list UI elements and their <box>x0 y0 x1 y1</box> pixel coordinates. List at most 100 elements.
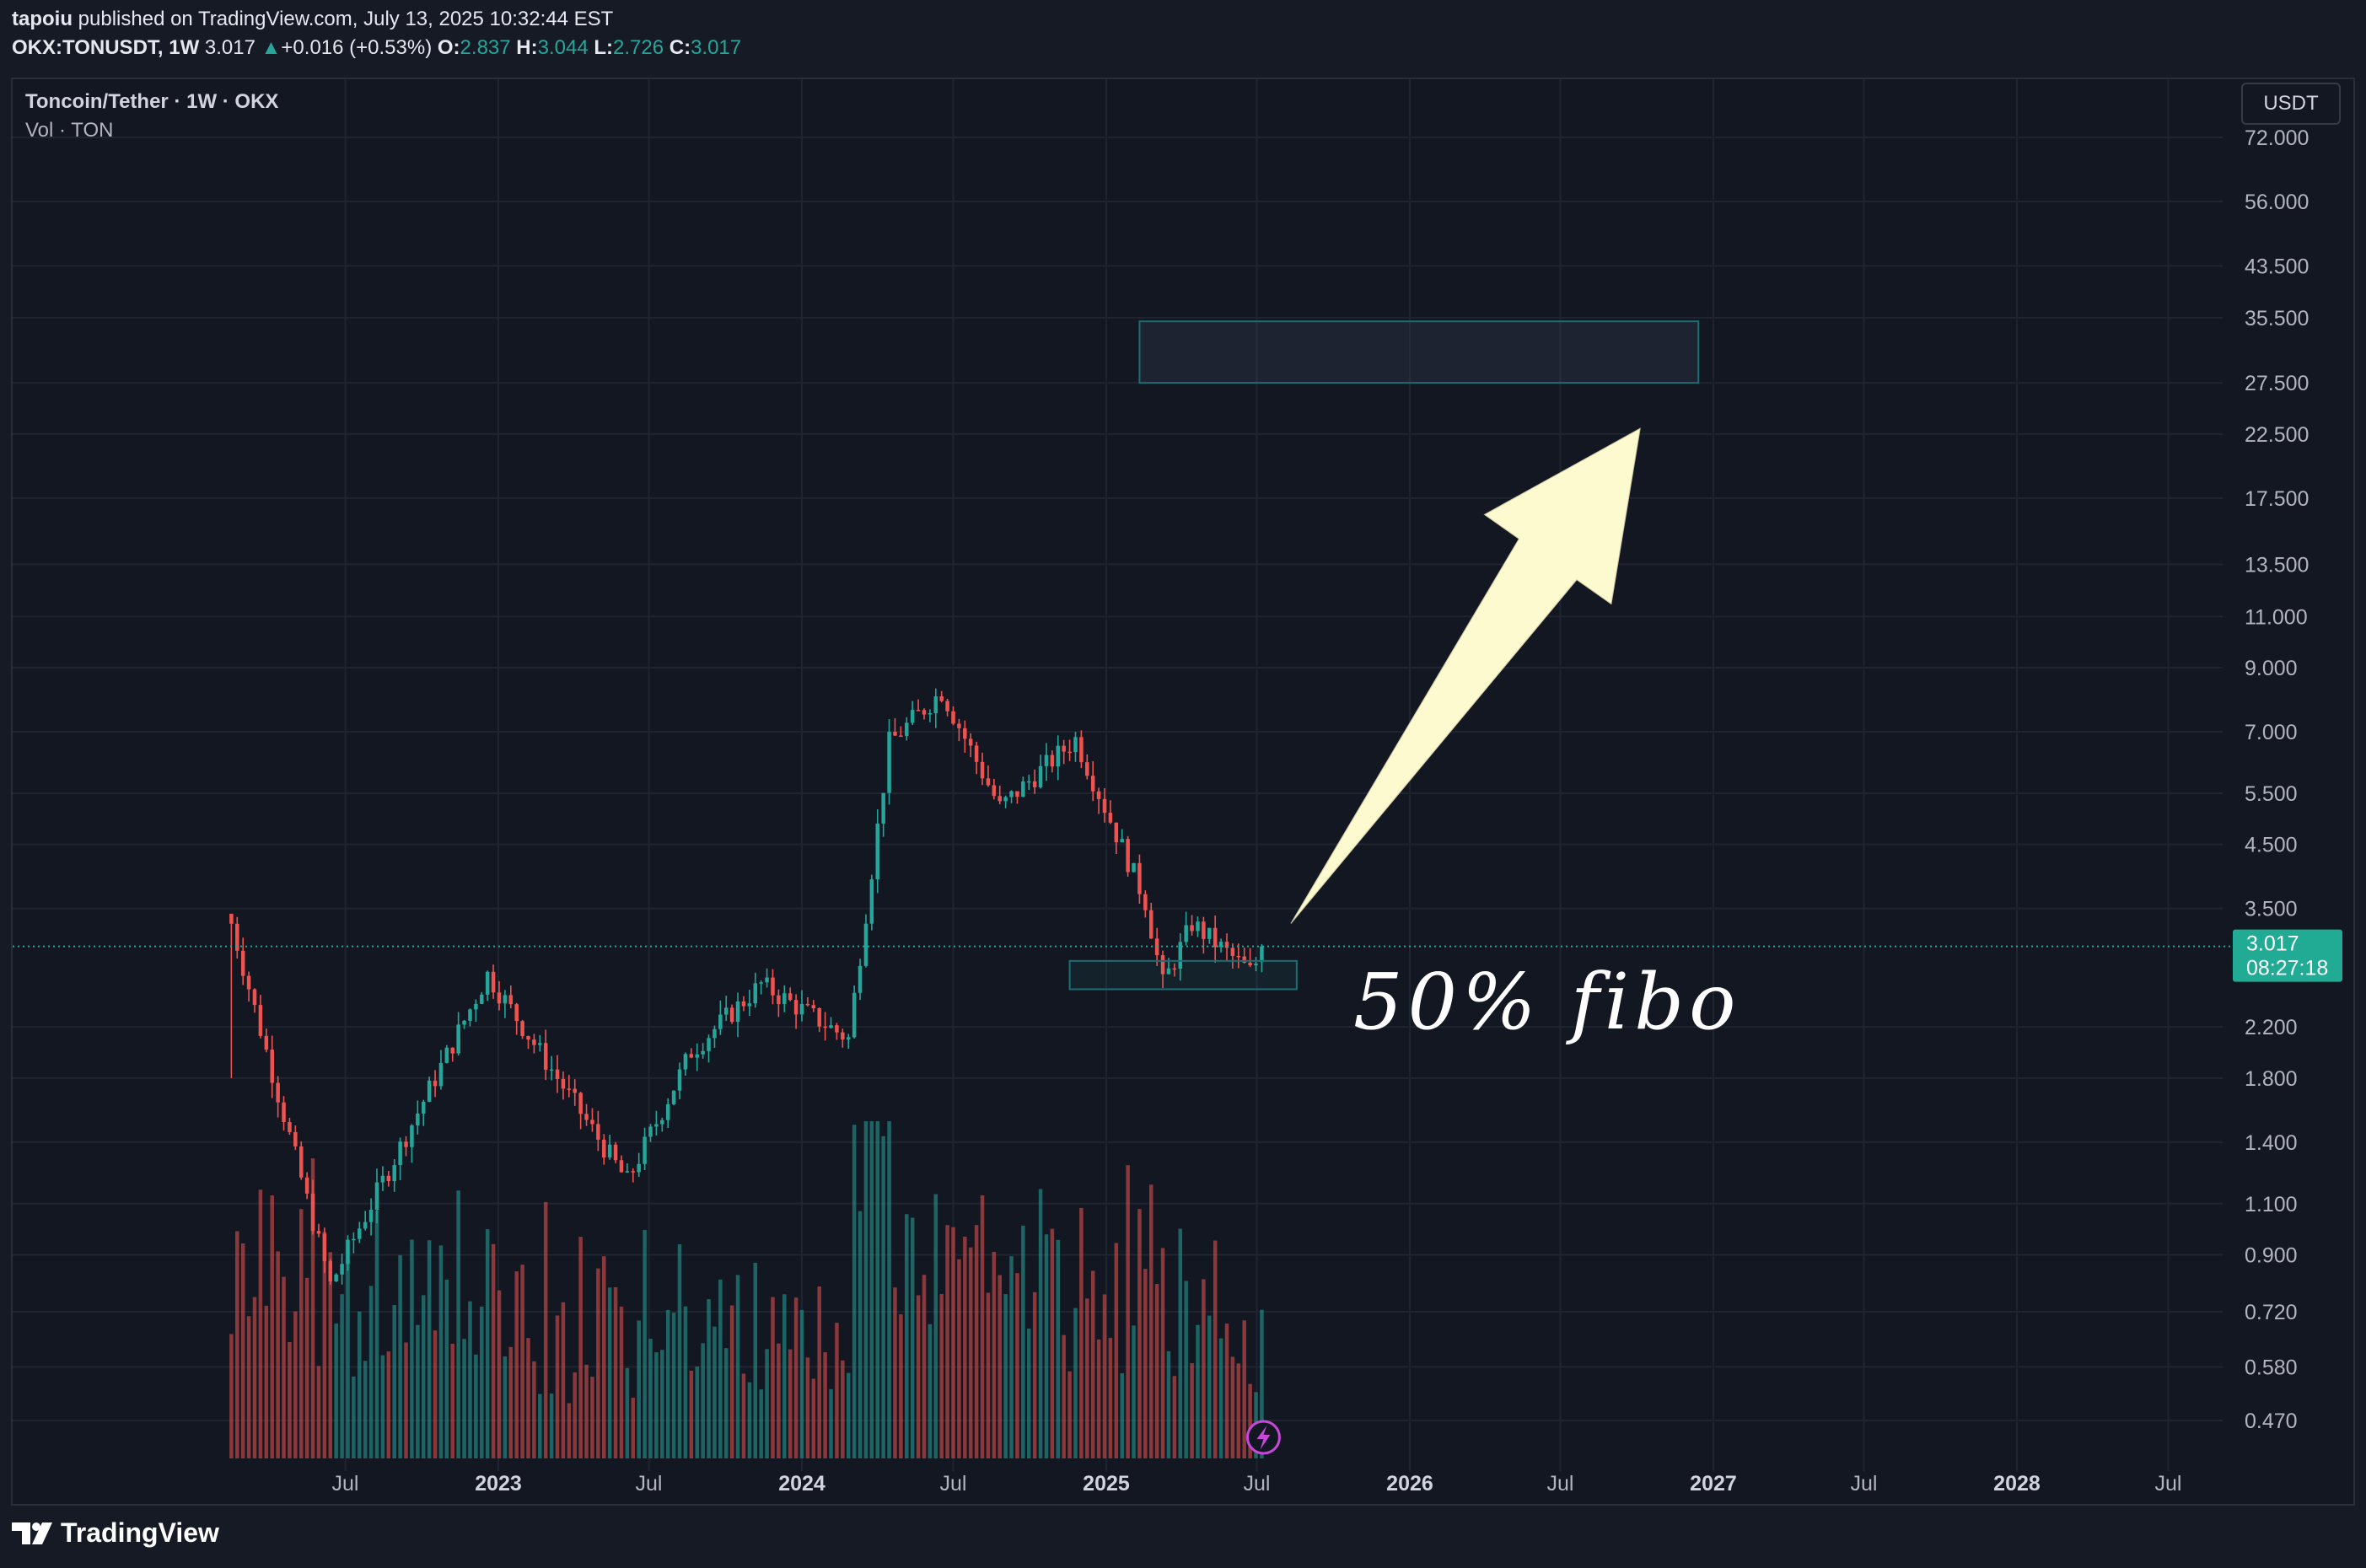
candle-body[interactable] <box>841 1032 845 1040</box>
candle-body[interactable] <box>508 995 514 1005</box>
candle-body[interactable] <box>1085 762 1089 776</box>
candle-body[interactable] <box>928 713 933 715</box>
candle-body[interactable] <box>340 1264 344 1275</box>
candle-body[interactable] <box>747 1003 752 1007</box>
candle-body[interactable] <box>997 796 1002 802</box>
candle-body[interactable] <box>462 1020 466 1025</box>
candle-body[interactable] <box>835 1025 839 1033</box>
tradingview-logo[interactable]: TradingView <box>10 1517 219 1549</box>
candle-body[interactable] <box>240 950 245 976</box>
candle-body[interactable] <box>1126 839 1130 873</box>
candle-body[interactable] <box>683 1054 688 1070</box>
candle-body[interactable] <box>252 989 257 1006</box>
candle-body[interactable] <box>468 1009 472 1021</box>
candle-body[interactable] <box>869 879 874 924</box>
candle-body[interactable] <box>777 995 781 1004</box>
candle-body[interactable] <box>288 1121 292 1132</box>
candle-body[interactable] <box>701 1050 705 1055</box>
candle-body[interactable] <box>1038 765 1043 787</box>
candle-body[interactable] <box>567 1088 572 1090</box>
candle-body[interactable] <box>602 1139 606 1158</box>
candle-body[interactable] <box>660 1120 664 1125</box>
candle-body[interactable] <box>1207 927 1212 939</box>
publisher-name[interactable]: tapoiu <box>12 8 73 30</box>
candle-body[interactable] <box>334 1274 338 1281</box>
candle-body[interactable] <box>823 1026 827 1028</box>
candle-body[interactable] <box>735 1001 740 1023</box>
candle-body[interactable] <box>596 1124 600 1140</box>
candle-body[interactable] <box>625 1171 630 1173</box>
candle-body[interactable] <box>887 732 891 793</box>
candle-body[interactable] <box>503 995 508 1004</box>
candle-body[interactable] <box>352 1238 356 1241</box>
candle-body[interactable] <box>1067 751 1072 754</box>
candle-body[interactable] <box>1120 839 1124 843</box>
candle-body[interactable] <box>671 1090 676 1105</box>
candle-body[interactable] <box>1248 963 1252 966</box>
candle-body[interactable] <box>881 792 885 824</box>
candle-body[interactable] <box>491 971 496 993</box>
candle-body[interactable] <box>450 1047 455 1054</box>
candle-body[interactable] <box>1178 942 1183 969</box>
candle-body[interactable] <box>1003 797 1008 802</box>
candle-body[interactable] <box>677 1069 682 1091</box>
candle-body[interactable] <box>805 1003 810 1006</box>
candle-body[interactable] <box>613 1144 618 1161</box>
candle-body[interactable] <box>753 983 758 1004</box>
candle-body[interactable] <box>427 1080 432 1102</box>
candle-body[interactable] <box>1137 862 1142 894</box>
candle-body[interactable] <box>1032 781 1037 787</box>
candle-body[interactable] <box>590 1120 594 1125</box>
candle-body[interactable] <box>689 1054 694 1058</box>
candle-body[interactable] <box>1190 925 1194 932</box>
candle-body[interactable] <box>328 1261 333 1281</box>
candle-body[interactable] <box>643 1136 647 1164</box>
candle-body[interactable] <box>358 1228 362 1239</box>
candle-body[interactable] <box>1236 955 1241 958</box>
candle-body[interactable] <box>549 1069 554 1071</box>
candle-body[interactable] <box>631 1171 636 1173</box>
candle-body[interactable] <box>1132 862 1136 873</box>
candle-body[interactable] <box>532 1039 536 1045</box>
candle-body[interactable] <box>788 993 793 1001</box>
candle-body[interactable] <box>893 732 897 736</box>
candle-body[interactable] <box>607 1144 612 1158</box>
candle-body[interactable] <box>1050 754 1055 767</box>
currency-button[interactable]: USDT <box>2241 83 2341 125</box>
fibo-annotation[interactable]: 50% fibo <box>1353 957 1740 1047</box>
candle-body[interactable] <box>368 1210 374 1222</box>
candle-body[interactable] <box>1230 948 1235 956</box>
candle-body[interactable] <box>648 1126 653 1137</box>
candle-body[interactable] <box>1027 781 1031 783</box>
candle-body[interactable] <box>817 1007 821 1027</box>
candle-body[interactable] <box>555 1069 560 1079</box>
candle-body[interactable] <box>1073 737 1078 753</box>
candle-body[interactable] <box>765 977 769 983</box>
candle-body[interactable] <box>374 1182 379 1211</box>
candle-body[interactable] <box>945 701 949 712</box>
candle-body[interactable] <box>1056 745 1061 767</box>
candle-body[interactable] <box>561 1078 566 1089</box>
candle-body[interactable] <box>1202 921 1206 939</box>
candle-body[interactable] <box>229 913 234 924</box>
candle-body[interactable] <box>298 1146 304 1178</box>
candle-body[interactable] <box>1143 894 1148 910</box>
candle-body[interactable] <box>980 761 985 779</box>
candle-body[interactable] <box>386 1175 391 1182</box>
candle-body[interactable] <box>968 738 973 746</box>
candle-body[interactable] <box>485 971 490 995</box>
candle-body[interactable] <box>433 1080 438 1087</box>
candle-body[interactable] <box>1160 955 1165 975</box>
candle-body[interactable] <box>1213 927 1218 948</box>
candle-body[interactable] <box>421 1101 426 1114</box>
candle-body[interactable] <box>322 1233 327 1262</box>
candle-body[interactable] <box>1090 776 1095 792</box>
candle-body[interactable] <box>1184 925 1188 942</box>
candle-body[interactable] <box>933 696 938 714</box>
candle-body[interactable] <box>235 923 239 951</box>
candle-body[interactable] <box>1108 813 1113 823</box>
candle-body[interactable] <box>846 1037 851 1040</box>
candle-body[interactable] <box>1148 910 1153 939</box>
candle-body[interactable] <box>520 1021 524 1037</box>
